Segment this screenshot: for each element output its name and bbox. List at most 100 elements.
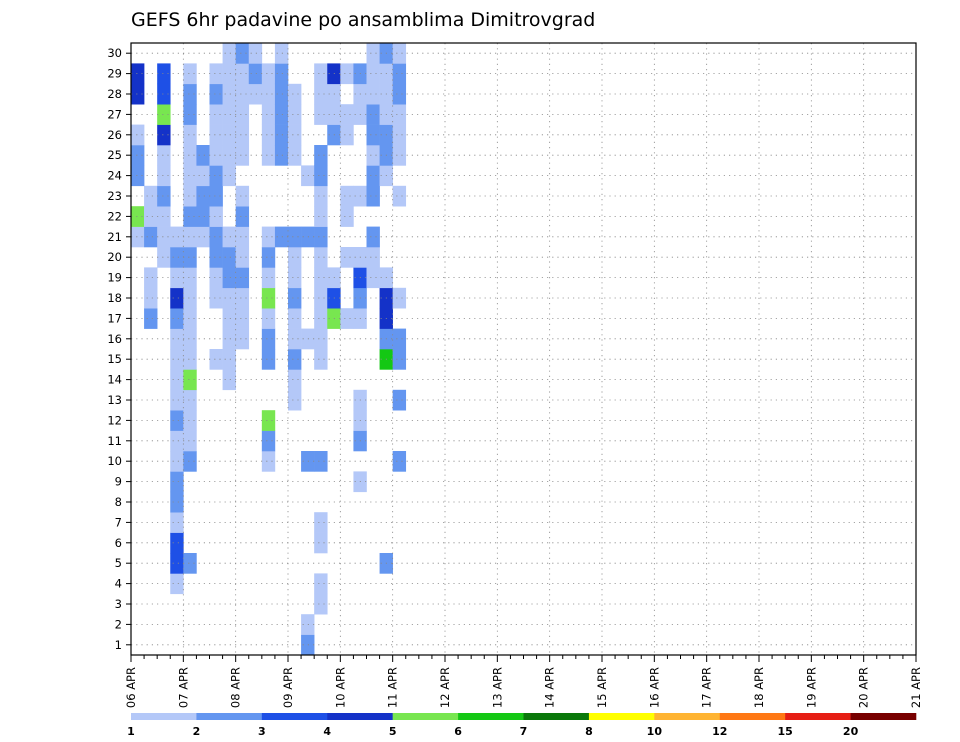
precip-cell bbox=[235, 104, 250, 125]
precip-cell bbox=[144, 308, 158, 329]
x-tick-label: 06 APR bbox=[124, 667, 138, 708]
x-tick-label: 15 APR bbox=[595, 667, 609, 708]
legend-label: 3 bbox=[258, 725, 266, 738]
y-tick-label: 28 bbox=[107, 87, 122, 101]
legend-swatch bbox=[850, 713, 917, 720]
y-tick-label: 8 bbox=[115, 495, 122, 509]
precip-cell bbox=[170, 410, 184, 431]
precip-cell bbox=[314, 165, 328, 187]
y-tick-label: 11 bbox=[107, 434, 122, 448]
precip-cell bbox=[170, 389, 184, 411]
precip-cell bbox=[131, 83, 145, 105]
precip-cell bbox=[222, 124, 236, 146]
precip-cell bbox=[288, 124, 302, 146]
precip-cell bbox=[261, 247, 276, 268]
precip-cell bbox=[209, 287, 223, 309]
precip-cell bbox=[288, 328, 302, 350]
y-tick-label: 26 bbox=[107, 128, 122, 142]
precip-cell bbox=[170, 308, 184, 329]
legend-label: 2 bbox=[193, 725, 201, 738]
precip-cell bbox=[170, 573, 184, 595]
precip-cell bbox=[209, 185, 223, 207]
precip-cell bbox=[340, 185, 354, 207]
precip-cell bbox=[288, 226, 302, 248]
chart-title: GEFS 6hr padavine po ansamblima Dimitrov… bbox=[131, 9, 595, 31]
precip-cell bbox=[170, 226, 184, 248]
precip-cell bbox=[222, 369, 236, 391]
precip-cell bbox=[274, 145, 289, 166]
precip-cell bbox=[340, 63, 354, 85]
precip-cell bbox=[170, 328, 184, 350]
precip-cell bbox=[144, 287, 158, 309]
precip-cell bbox=[157, 206, 171, 227]
x-tick-label: 21 APR bbox=[909, 667, 923, 708]
precip-cell bbox=[222, 226, 236, 248]
precip-cell bbox=[274, 63, 289, 85]
precip-cell bbox=[366, 124, 380, 146]
precip-cell bbox=[170, 369, 184, 391]
precip-cell bbox=[314, 185, 328, 207]
x-tick-label: 17 APR bbox=[700, 667, 714, 708]
precip-cell bbox=[235, 226, 250, 248]
precip-cell bbox=[392, 145, 407, 166]
precip-cell bbox=[392, 349, 407, 370]
precip-cell bbox=[170, 430, 184, 452]
precip-cell bbox=[183, 553, 197, 574]
precip-cell bbox=[314, 145, 328, 166]
x-tick-label: 14 APR bbox=[543, 667, 557, 708]
precip-cell bbox=[183, 389, 197, 411]
precip-cell bbox=[183, 308, 197, 329]
precip-cell bbox=[183, 185, 197, 207]
precip-cell bbox=[222, 308, 236, 329]
precip-cell bbox=[235, 328, 250, 350]
precip-cell bbox=[222, 165, 236, 187]
y-tick-label: 19 bbox=[107, 271, 122, 285]
y-tick-label: 7 bbox=[115, 515, 122, 529]
precip-cell bbox=[392, 63, 407, 85]
precip-cell bbox=[183, 410, 197, 431]
precip-cell bbox=[261, 410, 276, 431]
precip-cell bbox=[366, 63, 380, 85]
precip-cell bbox=[183, 328, 197, 350]
precip-cell bbox=[131, 226, 145, 248]
precip-cell bbox=[261, 104, 276, 125]
precip-cell bbox=[157, 104, 171, 125]
legend-swatch bbox=[654, 713, 721, 720]
precip-cell bbox=[170, 553, 184, 574]
legend-swatch bbox=[458, 713, 524, 720]
y-tick-label: 9 bbox=[115, 475, 122, 489]
y-tick-label: 23 bbox=[107, 189, 122, 203]
precip-cell bbox=[157, 124, 171, 146]
precip-cell bbox=[209, 349, 223, 370]
precip-cell bbox=[274, 83, 289, 105]
precip-cell bbox=[235, 124, 250, 146]
precip-cell bbox=[235, 63, 250, 85]
precip-cell bbox=[288, 308, 302, 329]
y-tick-label: 29 bbox=[107, 67, 122, 81]
precip-cell bbox=[157, 165, 171, 187]
precip-cell bbox=[183, 145, 197, 166]
legend-label: 7 bbox=[520, 725, 528, 738]
precip-cell bbox=[261, 226, 276, 248]
precip-cell bbox=[288, 369, 302, 391]
y-tick-label: 6 bbox=[115, 536, 122, 550]
precip-cell bbox=[340, 124, 354, 146]
precip-cell bbox=[209, 145, 223, 166]
x-tick-label: 07 APR bbox=[176, 667, 190, 708]
precip-cell bbox=[261, 349, 276, 370]
precip-cell bbox=[248, 63, 263, 85]
precip-cell bbox=[314, 593, 328, 615]
precip-cell bbox=[170, 471, 184, 493]
precip-cell bbox=[196, 145, 210, 166]
precip-cell bbox=[183, 63, 197, 85]
precip-cell bbox=[392, 451, 407, 472]
y-tick-label: 25 bbox=[107, 148, 122, 162]
precip-cell bbox=[274, 43, 289, 64]
y-tick-label: 24 bbox=[107, 169, 122, 183]
precip-cell bbox=[301, 451, 315, 472]
precip-cell bbox=[235, 185, 250, 207]
y-tick-label: 4 bbox=[115, 577, 122, 591]
x-tick-label: 09 APR bbox=[281, 667, 295, 708]
precip-cell bbox=[196, 185, 210, 207]
